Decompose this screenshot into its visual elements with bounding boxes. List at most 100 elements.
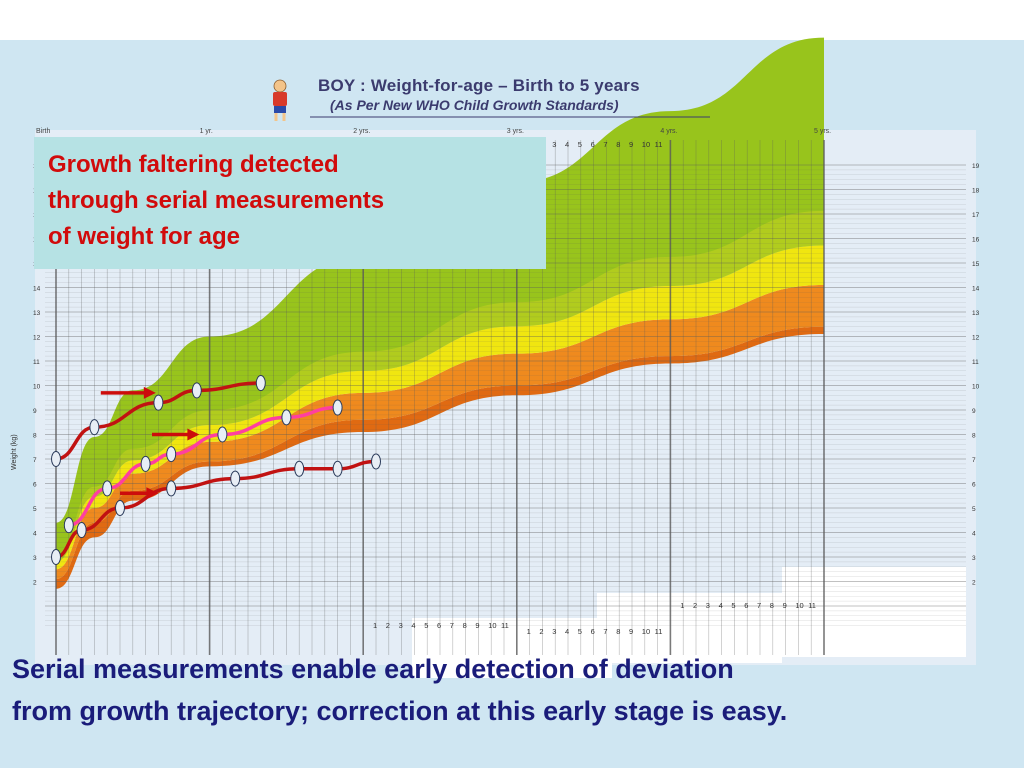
y-tick-label: 10 <box>33 384 41 391</box>
y-tick-label: 11 <box>33 359 40 366</box>
y-tick-label: 18 <box>972 188 980 195</box>
year-label: 5 yrs. <box>814 128 831 135</box>
year-label: 2 yrs. <box>353 128 370 135</box>
month-tick-label: 4 <box>565 627 569 636</box>
measurement-point <box>89 419 100 436</box>
month-tick-label: 2 <box>539 627 543 636</box>
measurement-point <box>191 382 202 399</box>
month-tick-label: 8 <box>616 140 620 149</box>
y-tick-label: 7 <box>972 457 976 464</box>
y-tick-label: 8 <box>972 433 976 440</box>
month-tick-label: 7 <box>757 601 761 610</box>
measurement-point <box>332 460 343 477</box>
measurement-point <box>102 480 113 497</box>
y-tick-label: 2 <box>33 580 37 587</box>
y-tick-label: 8 <box>33 433 37 440</box>
month-panel-2 <box>597 593 782 663</box>
faltering-arrow-head <box>146 487 159 500</box>
y-tick-label: 14 <box>972 286 980 293</box>
month-tick-label: 11 <box>655 140 663 149</box>
faltering-arrow-head <box>143 386 156 399</box>
year-label: 1 yr. <box>200 128 213 135</box>
measurement-point <box>166 480 177 497</box>
y-tick-label: 10 <box>972 384 980 391</box>
measurement-point <box>76 522 87 539</box>
month-tick-label: 10 <box>642 627 650 636</box>
year-label: 4 yrs. <box>660 128 677 135</box>
month-tick-label: 7 <box>603 140 607 149</box>
month-tick-label: 5 <box>578 627 582 636</box>
boy-icon <box>273 79 710 121</box>
y-tick-label: 7 <box>33 457 37 464</box>
month-tick-label: 3 <box>552 140 556 149</box>
measurement-point <box>217 426 228 443</box>
caption-line-1: Serial measurements enable early detecti… <box>12 654 734 684</box>
measurement-point <box>63 517 74 534</box>
y-tick-label: 13 <box>972 310 980 317</box>
month-tick-label: 10 <box>642 140 650 149</box>
month-tick-label: 11 <box>655 627 663 636</box>
month-tick-label: 8 <box>616 627 620 636</box>
y-tick-label: 16 <box>972 237 980 244</box>
y-tick-label: 2 <box>972 580 976 587</box>
month-tick-label: 9 <box>475 621 479 630</box>
measurement-point <box>371 453 381 470</box>
month-tick-label: 5 <box>424 621 428 630</box>
y-tick-label: 6 <box>972 482 976 489</box>
callout-box: Growth faltering detected through serial… <box>34 137 546 269</box>
month-tick-label: 10 <box>795 601 803 610</box>
y-tick-label: 11 <box>972 359 979 366</box>
month-tick-label: 2 <box>386 621 390 630</box>
y-axis-label: Weight (kg) <box>11 434 18 470</box>
month-tick-label: 11 <box>808 601 816 610</box>
y-tick-label: 12 <box>972 335 980 342</box>
month-tick-label: 6 <box>591 140 595 149</box>
month-tick-label: 5 <box>731 601 735 610</box>
month-tick-label: 1 <box>680 601 684 610</box>
month-panel-3 <box>782 567 966 657</box>
y-tick-label: 14 <box>33 286 41 293</box>
y-tick-label: 4 <box>33 531 37 538</box>
callout-line-1: Growth faltering detected <box>48 151 339 178</box>
y-tick-label: 12 <box>33 335 41 342</box>
band-green <box>56 37 824 562</box>
y-tick-label: 15 <box>972 261 980 268</box>
chart-title-line1: BOY : Weight-for-age – Birth to 5 years <box>318 76 640 95</box>
month-tick-label: 8 <box>770 601 774 610</box>
y-tick-label: 4 <box>972 531 976 538</box>
month-tick-label: 11 <box>501 621 509 630</box>
month-tick-label: 9 <box>783 601 787 610</box>
boy-head <box>273 79 287 93</box>
y-tick-label: 17 <box>972 212 980 219</box>
year-label: Birth <box>36 128 51 135</box>
month-tick-label: 2 <box>693 601 697 610</box>
month-tick-label: 1 <box>527 627 531 636</box>
month-tick-label: 8 <box>463 621 467 630</box>
measurement-point <box>153 394 164 411</box>
measurement-point <box>255 375 266 392</box>
measurement-point <box>140 455 151 472</box>
measurement-point <box>115 500 125 516</box>
month-tick-label: 7 <box>603 627 607 636</box>
month-tick-label: 4 <box>719 601 723 610</box>
band-orange <box>56 285 824 580</box>
month-tick-label: 5 <box>578 140 582 149</box>
month-tick-label: 4 <box>565 140 569 149</box>
month-tick-label: 7 <box>450 621 454 630</box>
measurement-point <box>51 451 61 467</box>
month-tick-label: 6 <box>591 627 595 636</box>
month-tick-label: 3 <box>706 601 710 610</box>
band-yellow <box>56 245 824 570</box>
chart-title-line2: (As Per New WHO Child Growth Standards) <box>330 97 619 113</box>
month-tick-label: 10 <box>488 621 496 630</box>
measurement-point <box>51 549 61 565</box>
y-tick-label: 3 <box>972 555 976 562</box>
y-tick-label: 9 <box>972 408 976 415</box>
y-tick-label: 6 <box>33 482 37 489</box>
month-tick-label: 9 <box>629 140 633 149</box>
boy-shorts <box>274 106 286 113</box>
caption: Serial measurements enable early detecti… <box>12 648 1018 732</box>
y-tick-label: 19 <box>972 163 980 170</box>
y-tick-label: 3 <box>33 555 37 562</box>
